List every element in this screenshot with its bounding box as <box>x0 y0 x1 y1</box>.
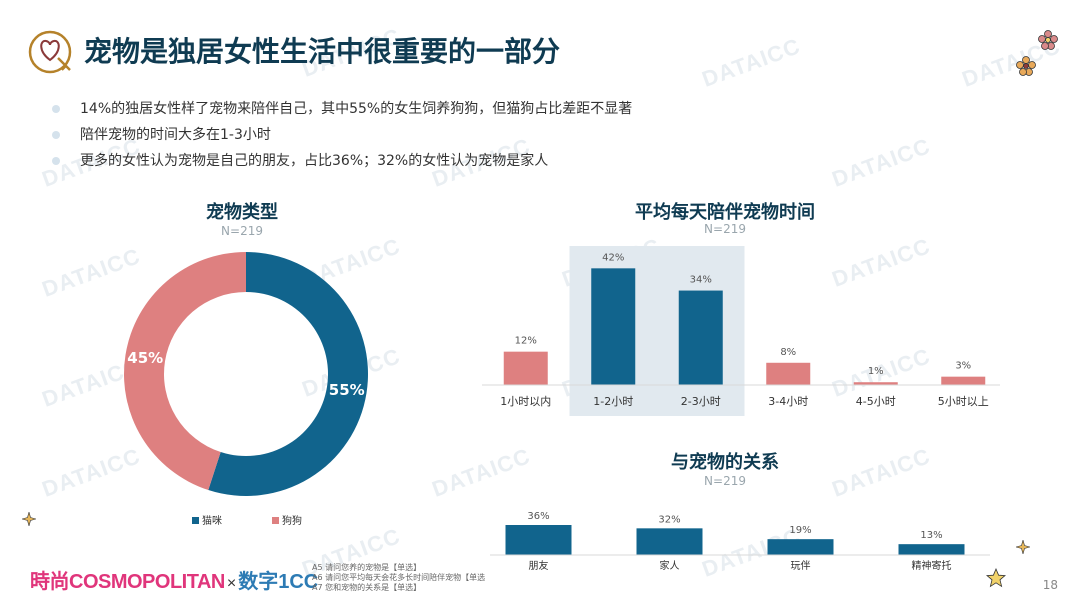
bullet-item: 更多的女性认为宠物是自己的朋友，占比36%；32%的女性认为宠物是家人 <box>52 148 632 174</box>
bar-玩伴 <box>767 539 834 555</box>
bar-1小时以内 <box>503 351 548 385</box>
x-tick-label: 朋友 <box>529 559 549 572</box>
chart-title: 平均每天陪伴宠物时间 <box>635 202 815 223</box>
star-icon <box>986 568 1006 588</box>
flower-icon <box>1038 30 1058 50</box>
page-title: 宠物是独居女性生活中很重要的一部分 <box>84 35 561 68</box>
legend-label: 猫咪 <box>202 514 222 527</box>
footer-note: A7 您和宠物的关系是【单选】 <box>312 583 422 592</box>
pet-relationship-bar-chart: 36% 朋友 32% 家人 19% 玩伴 13% 精神寄托 <box>490 511 990 572</box>
bar-1-2小时 <box>591 268 636 385</box>
chart-sample-size: N=219 <box>221 224 263 238</box>
bar-value-label: 32% <box>658 514 680 525</box>
chart-sample-size: N=219 <box>704 474 746 488</box>
bar-value-label: 3% <box>955 361 971 372</box>
x-tick-label: 4-5小时 <box>856 395 896 408</box>
bar-家人 <box>636 528 703 555</box>
collab-times: × <box>226 575 237 592</box>
legend-swatch <box>272 517 279 524</box>
donut-slice-cat <box>208 252 368 496</box>
bar-value-label: 8% <box>780 347 796 358</box>
page-number: 18 <box>1042 578 1058 592</box>
bar-value-label: 13% <box>920 530 942 541</box>
x-tick-label: 家人 <box>660 559 680 572</box>
watermark-text: DATAICC <box>828 133 934 192</box>
cosmopolitan-logo: 時尚COSMOPOLITAN <box>30 571 225 593</box>
bar-3-4小时 <box>766 362 811 385</box>
summary-bullets: 14%的独居女性样了宠物来陪伴自己，其中55%的女生饲养狗狗，但猫狗占比差距不显… <box>52 96 632 174</box>
slice-label: 55% <box>329 381 365 399</box>
bar-朋友 <box>505 525 572 555</box>
footer-note: A5 请问您养的宠物是【单选】 <box>312 563 422 572</box>
bar-value-label: 12% <box>515 336 537 347</box>
dataicc-logo: 数字1CC <box>238 571 319 593</box>
bar-value-label: 34% <box>690 275 712 286</box>
x-tick-label: 1-2小时 <box>593 395 633 408</box>
heart-key-icon <box>28 30 72 74</box>
x-tick-label: 5小时以上 <box>938 395 989 408</box>
footer-notes: A5 请问您养的宠物是【单选】 A6 请问您平均每天会花多长时间陪伴宠物【单选 … <box>312 563 485 593</box>
bar-2-3小时 <box>678 290 723 385</box>
chart-sample-size: N=219 <box>704 222 746 236</box>
x-tick-label: 1小时以内 <box>500 394 551 408</box>
bar-精神寄托 <box>898 544 965 555</box>
x-tick-label: 3-4小时 <box>768 395 808 408</box>
bar-value-label: 1% <box>868 366 884 377</box>
x-tick-label: 玩伴 <box>791 559 811 572</box>
brand-logo: 時尚COSMOPOLITAN × 数字1CC <box>30 565 318 594</box>
flower-icon <box>1016 56 1036 76</box>
sparkle-icon <box>22 512 36 526</box>
bar-value-label: 36% <box>527 511 549 522</box>
slice-label: 45% <box>127 349 163 367</box>
bar-value-label: 42% <box>602 252 624 263</box>
bar-5小时以上 <box>941 376 986 385</box>
legend-label: 狗狗 <box>282 514 302 527</box>
chart-title: 与宠物的关系 <box>671 452 779 473</box>
x-tick-label: 2-3小时 <box>681 395 721 408</box>
donut-slice-dog <box>124 252 246 491</box>
legend-swatch <box>192 517 199 524</box>
x-tick-label: 精神寄托 <box>912 559 952 572</box>
pet-type-donut-chart: 55% 45% 猫咪 狗狗 <box>124 252 368 527</box>
chart-title: 宠物类型 <box>206 202 278 223</box>
companion-time-bar-chart: 12% 1小时以内 42% 1-2小时 34% 2-3小时 8% 3-4小时 1% 4-5小时 3%… <box>482 246 1000 416</box>
watermark-text: DATAICC <box>698 33 804 92</box>
footer-note: A6 请问您平均每天会花多长时间陪伴宠物【单选 <box>312 573 486 582</box>
bullet-item: 陪伴宠物的时间大多在1-3小时 <box>52 122 632 148</box>
bullet-item: 14%的独居女性样了宠物来陪伴自己，其中55%的女生饲养狗狗，但猫狗占比差距不显… <box>52 96 632 122</box>
sparkle-icon <box>1016 540 1030 554</box>
bar-4-5小时 <box>853 382 898 385</box>
bar-value-label: 19% <box>789 525 811 536</box>
